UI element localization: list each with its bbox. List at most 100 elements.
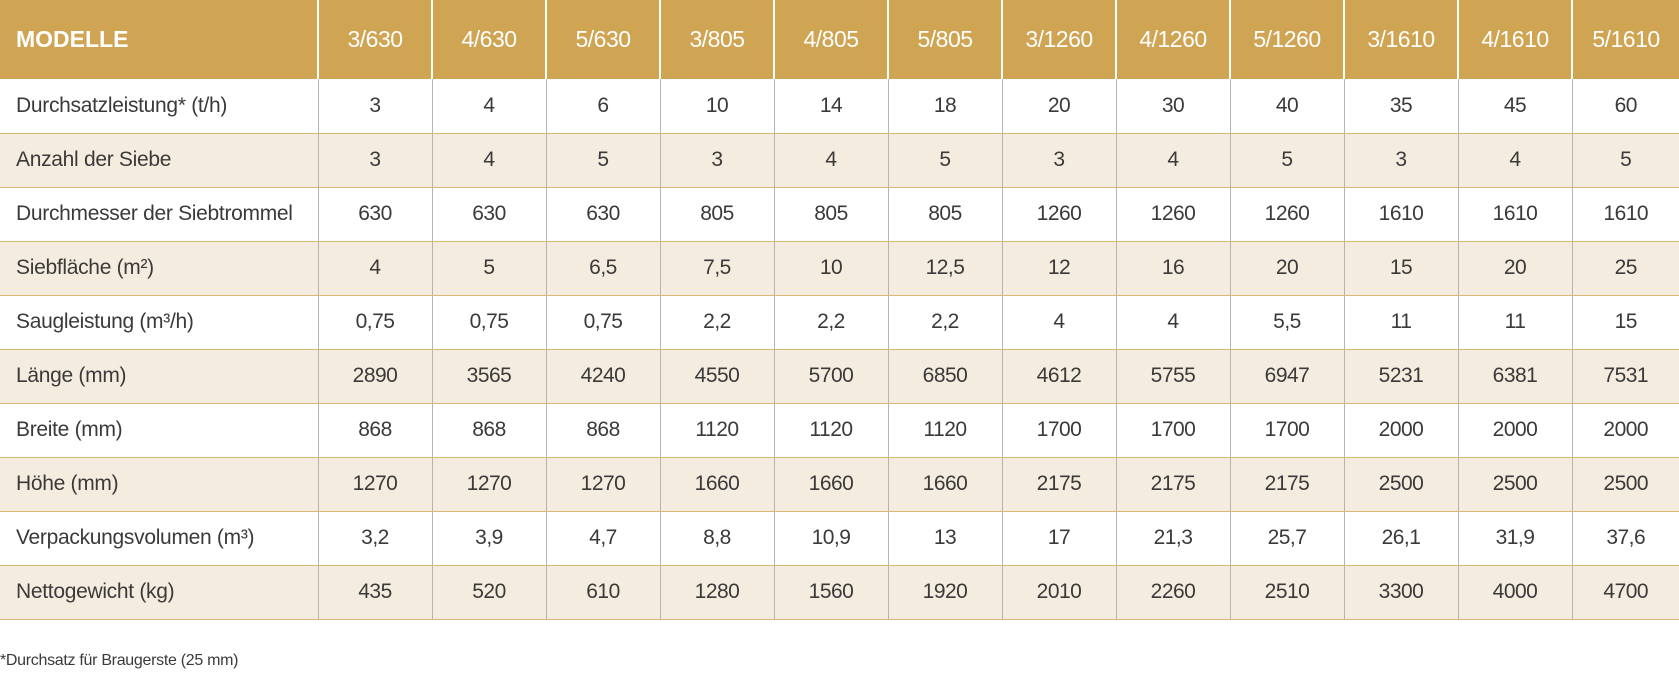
table-cell: 2175	[1229, 457, 1344, 512]
header-row: MODELLE 3/630 4/630 5/630 3/805 4/805 5/805 3/…	[0, 0, 1679, 79]
table-cell: 30	[1115, 79, 1230, 134]
table-cell: 3	[659, 133, 774, 188]
table-cell: 805	[887, 187, 1002, 242]
table-cell: 2,2	[773, 295, 888, 350]
table-cell: 4000	[1457, 565, 1572, 620]
table-cell: 1700	[1001, 403, 1116, 458]
table-cell: 5	[887, 133, 1002, 188]
models-header: MODELLE	[0, 0, 318, 79]
model-column-header: 3/630	[317, 0, 432, 79]
table-cell: 2,2	[659, 295, 774, 350]
row-label: Durchsatzleistung* (t/h)	[0, 79, 318, 134]
model-column-header: 3/1260	[1001, 0, 1116, 79]
table-cell: 5	[1571, 133, 1679, 188]
table-cell: 37,6	[1571, 511, 1679, 566]
table-row: Durchmesser der Siebtrommel 630 630 630 805 8…	[0, 187, 1679, 242]
row-label: Siebfläche (m²)	[0, 241, 318, 296]
table-cell: 60	[1571, 79, 1679, 134]
table-row: Nettogewicht (kg) 435 520 610 1280 1560 1920 20…	[0, 565, 1679, 620]
table-cell: 10	[773, 241, 888, 296]
table-cell: 5755	[1115, 349, 1230, 404]
table-cell: 3	[317, 133, 432, 188]
table-row: Länge (mm) 2890 3565 4240 4550 5700 6850 4612 57…	[0, 349, 1679, 404]
table-cell: 2010	[1001, 565, 1116, 620]
table-cell: 630	[545, 187, 660, 242]
table-cell: 6381	[1457, 349, 1572, 404]
table-cell: 4	[1001, 295, 1116, 350]
table-cell: 1270	[431, 457, 546, 512]
table-cell: 0,75	[545, 295, 660, 350]
row-label: Saugleistung (m³/h)	[0, 295, 318, 350]
table-cell: 1260	[1001, 187, 1116, 242]
table-cell: 8,8	[659, 511, 774, 566]
model-column-header: 5/1610	[1571, 0, 1679, 79]
table-cell: 6850	[887, 349, 1002, 404]
row-label: Breite (mm)	[0, 403, 318, 458]
row-label: Verpackungsvolumen (m³)	[0, 511, 318, 566]
table-cell: 0,75	[317, 295, 432, 350]
table-cell: 4612	[1001, 349, 1116, 404]
table-cell: 15	[1343, 241, 1458, 296]
row-label: Durchmesser der Siebtrommel	[0, 187, 318, 242]
table-cell: 2500	[1457, 457, 1572, 512]
table-cell: 1270	[545, 457, 660, 512]
model-column-header: 5/630	[545, 0, 660, 79]
table-cell: 18	[887, 79, 1002, 134]
table-cell: 3	[1001, 133, 1116, 188]
table-cell: 4	[317, 241, 432, 296]
table-cell: 1560	[773, 565, 888, 620]
table-cell: 1270	[317, 457, 432, 512]
table-cell: 11	[1457, 295, 1572, 350]
table-cell: 630	[317, 187, 432, 242]
table-cell: 20	[1001, 79, 1116, 134]
table-row: Anzahl der Siebe 3 4 5 3 4 5 3 4 5 3 4 5	[0, 133, 1679, 188]
table-cell: 1120	[773, 403, 888, 458]
table-cell: 2000	[1571, 403, 1679, 458]
table-cell: 3	[317, 79, 432, 134]
table-cell: 3300	[1343, 565, 1458, 620]
table-cell: 40	[1229, 79, 1344, 134]
table-cell: 630	[431, 187, 546, 242]
table-cell: 4,7	[545, 511, 660, 566]
table-cell: 2500	[1343, 457, 1458, 512]
table-cell: 4700	[1571, 565, 1679, 620]
table-cell: 10	[659, 79, 774, 134]
table-cell: 805	[659, 187, 774, 242]
table-cell: 26,1	[1343, 511, 1458, 566]
table-row: Verpackungsvolumen (m³) 3,2 3,9 4,7 8,8 10,9 1…	[0, 511, 1679, 566]
table-cell: 2000	[1457, 403, 1572, 458]
table-cell: 2175	[1001, 457, 1116, 512]
table-cell: 2175	[1115, 457, 1230, 512]
table-cell: 1660	[773, 457, 888, 512]
table-cell: 610	[545, 565, 660, 620]
table-cell: 4	[773, 133, 888, 188]
table-cell: 16	[1115, 241, 1230, 296]
table-cell: 5	[431, 241, 546, 296]
table-cell: 868	[545, 403, 660, 458]
specification-table: MODELLE 3/630 4/630 5/630 3/805 4/805 5/805 3/…	[0, 0, 1679, 620]
table-cell: 5	[1229, 133, 1344, 188]
table-cell: 20	[1229, 241, 1344, 296]
table-cell: 1700	[1229, 403, 1344, 458]
table-cell: 4550	[659, 349, 774, 404]
table-row: Saugleistung (m³/h) 0,75 0,75 0,75 2,2 2,2 2,2…	[0, 295, 1679, 350]
table-cell: 5231	[1343, 349, 1458, 404]
table-cell: 20	[1457, 241, 1572, 296]
row-label: Höhe (mm)	[0, 457, 318, 512]
table-cell: 1260	[1115, 187, 1230, 242]
table-cell: 1660	[659, 457, 774, 512]
table-cell: 1610	[1571, 187, 1679, 242]
table-cell: 25,7	[1229, 511, 1344, 566]
row-label: Länge (mm)	[0, 349, 318, 404]
table-cell: 1920	[887, 565, 1002, 620]
table-cell: 15	[1571, 295, 1679, 350]
row-label: Anzahl der Siebe	[0, 133, 318, 188]
table-cell: 1610	[1343, 187, 1458, 242]
table-cell: 868	[317, 403, 432, 458]
table-cell: 2510	[1229, 565, 1344, 620]
table-cell: 3	[1343, 133, 1458, 188]
table-cell: 868	[431, 403, 546, 458]
footnote: *Durchsatz für Braugerste (25 mm)	[0, 652, 239, 669]
table-cell: 0,75	[431, 295, 546, 350]
table-cell: 5700	[773, 349, 888, 404]
